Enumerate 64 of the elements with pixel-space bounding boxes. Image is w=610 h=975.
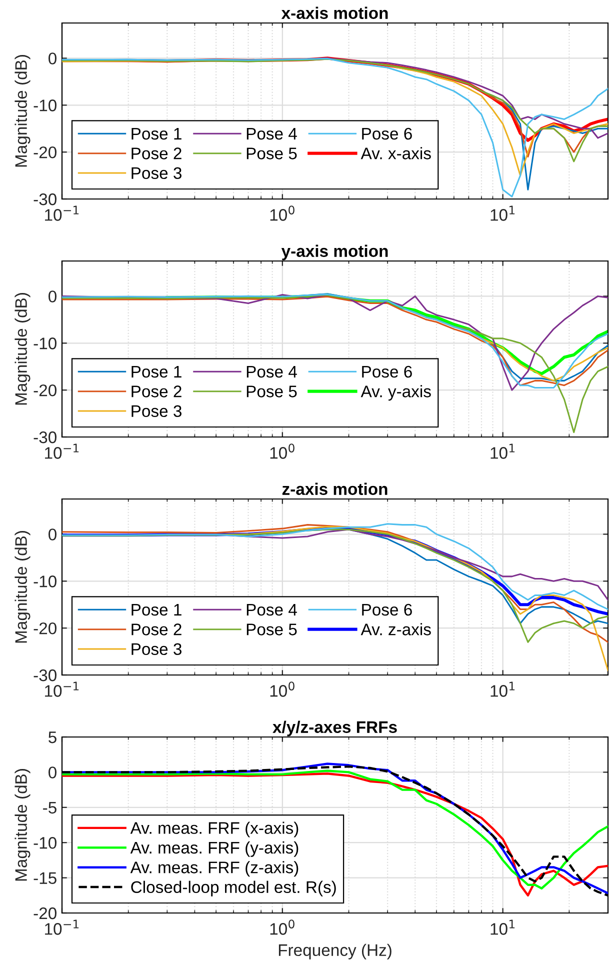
chart-title: x-axis motion [281,6,388,19]
y-tick-label: -10 [34,100,56,112]
y-axis-title: Magnitude (dB) [14,293,30,405]
y-tick-label: -10 [34,837,56,849]
legend-label: Pose 3 [132,405,182,418]
x-tick-label: 10$^{−1}$ [45,920,79,935]
legend-label: Pose 5 [246,624,297,636]
legend-label: Av. meas. FRF (z-axis) [130,861,298,877]
y-axis-title: Magnitude (dB) [14,531,30,643]
x-tick-label: 10$^{−1}$ [45,444,79,459]
x-tick-label: 10$^{−1}$ [45,682,79,697]
x-tick-label: 10$^{0}$ [270,920,294,935]
y-tick-label: -20 [34,907,56,920]
x-tick-label: 10$^{0}$ [270,206,294,221]
y-tick-label: -5 [43,802,56,814]
legend-label: Pose 2 [132,148,182,160]
legend-label: Pose 6 [362,366,412,378]
chart-title: x/y/z-axes FRFs [272,720,397,736]
y-tick-label: -20 [34,622,56,634]
y-tick-label: -30 [34,669,56,682]
legend-label: Pose 5 [246,148,297,160]
x-tick-label: 10$^{1}$ [490,206,515,221]
x-axis-title: Frequency (Hz) [278,944,392,960]
legend-label: Pose 1 [132,366,182,378]
y-tick-label: -20 [34,146,56,158]
legend-label: Pose 4 [246,366,297,378]
y-tick-label: -10 [34,576,56,588]
legend-label: Pose 4 [246,128,297,140]
x-tick-label: 10$^{0}$ [270,682,294,697]
y-tick-label: 5 [48,732,56,744]
y-tick-label: -20 [34,384,56,396]
legend-label: Pose 6 [362,128,412,140]
x-tick-label: 10$^{0}$ [270,444,294,459]
y-axis-title: Magnitude (dB) [14,769,30,881]
x-tick-label: 10$^{1}$ [490,682,515,697]
chart-title: y-axis motion [281,244,388,260]
x-tick-label: 10$^{−1}$ [45,206,79,221]
y-axis-title: Magnitude (dB) [14,55,30,167]
x-tick-label: 10$^{1}$ [490,444,515,459]
legend-label: Pose 6 [362,604,412,616]
y-tick-label: -30 [34,431,56,444]
y-tick-label: 0 [48,528,56,540]
legend-label: Av. z-axis [360,623,431,636]
legend-label: Pose 4 [246,604,297,616]
legend-label: Pose 2 [132,624,182,636]
y-tick-label: 0 [48,290,56,302]
legend-label: Pose 5 [246,386,297,398]
legend-label: Pose 2 [132,386,182,398]
legend-label: Pose 3 [132,167,182,180]
legend-label: Av. x-axis [360,147,431,160]
y-tick-label: 0 [48,52,56,64]
y-tick-label: -10 [34,338,56,350]
legend-label: Pose 3 [132,643,182,656]
y-tick-label: 0 [48,766,56,778]
legend-label: Closed-loop model est. R(s) [131,880,336,896]
y-tick-label: -15 [34,872,56,884]
legend-label: Pose 1 [132,128,182,140]
legend-label: Av. meas. FRF (y-axis) [130,841,298,857]
y-tick-label: -30 [34,193,56,206]
x-tick-label: 10$^{1}$ [490,920,515,935]
legend-label: Av. y-axis [360,385,431,401]
legend-label: Av. meas. FRF (x-axis) [130,822,298,838]
chart-title: z-axis motion [282,482,388,495]
legend-label: Pose 1 [132,604,182,616]
